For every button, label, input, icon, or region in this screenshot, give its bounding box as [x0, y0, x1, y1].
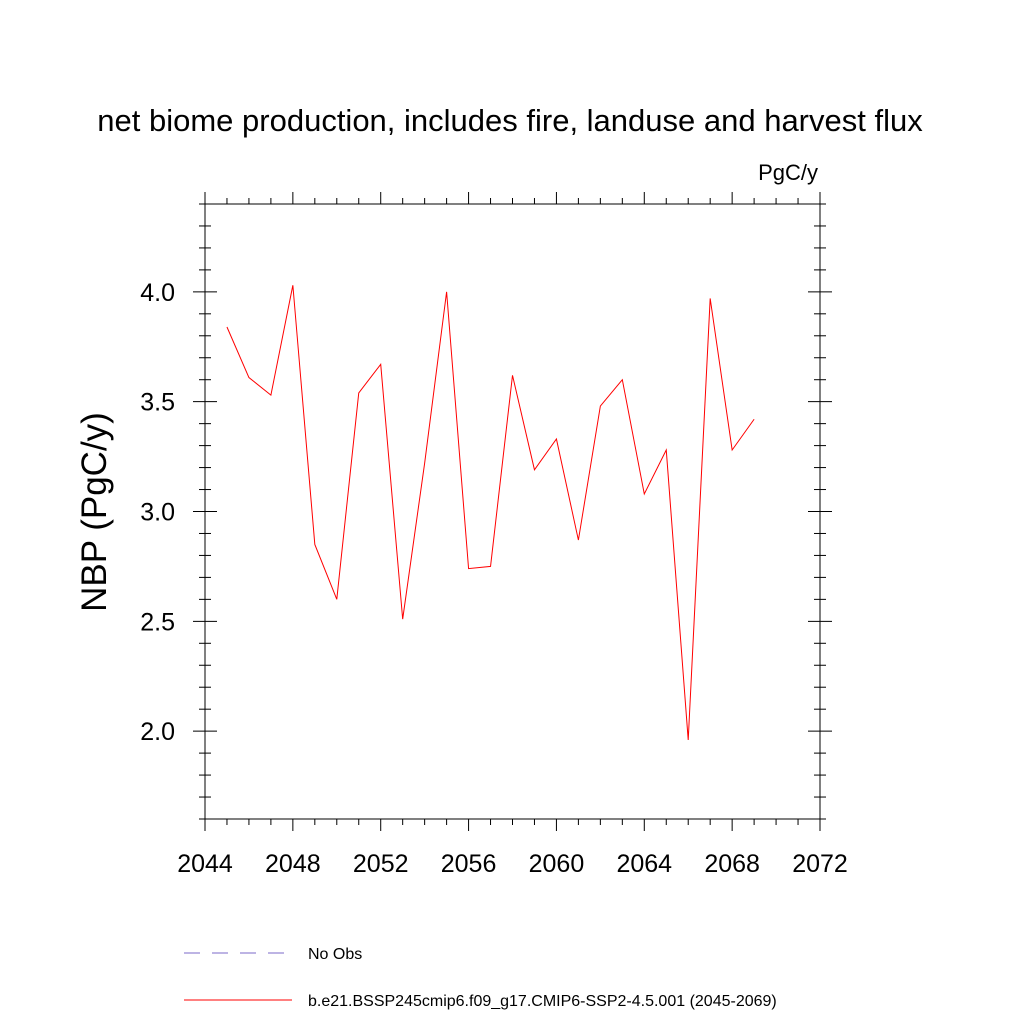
x-tick-label: 2044 — [177, 850, 233, 878]
y-tick-label: 2.5 — [140, 608, 175, 636]
x-tick-label: 2064 — [616, 850, 672, 878]
y-tick-labels: 2.0 2.5 3.0 3.5 4.0 — [140, 279, 175, 746]
x-tick-label: 2056 — [441, 850, 497, 878]
x-tick-labels: 2044 2048 2052 2056 2060 2064 2068 2072 — [177, 850, 848, 878]
axis-ticks — [193, 192, 832, 831]
x-tick-label: 2068 — [704, 850, 760, 878]
units-label: PgC/y — [758, 160, 818, 185]
legend-label: No Obs — [308, 946, 362, 963]
y-tick-label: 4.0 — [140, 279, 175, 307]
y-axis-label: NBP (PgC/y) — [75, 412, 114, 612]
legend: No Obs b.e21.BSSP245cmip6.f09_g17.CMIP6-S… — [184, 946, 777, 1010]
y-tick-label: 2.0 — [140, 718, 175, 746]
plot-frame — [204, 203, 821, 820]
x-tick-label: 2072 — [792, 850, 848, 878]
y-tick-label: 3.0 — [140, 499, 175, 527]
series-lines — [226, 285, 755, 740]
x-tick-label: 2052 — [353, 850, 409, 878]
series-line — [226, 285, 755, 740]
chart-title: net biome production, includes fire, lan… — [97, 103, 923, 138]
x-tick-label: 2048 — [265, 850, 321, 878]
x-tick-label: 2060 — [529, 850, 585, 878]
legend-label: b.e21.BSSP245cmip6.f09_g17.CMIP6-SSP2-4.… — [308, 993, 777, 1010]
y-tick-label: 3.5 — [140, 389, 175, 417]
